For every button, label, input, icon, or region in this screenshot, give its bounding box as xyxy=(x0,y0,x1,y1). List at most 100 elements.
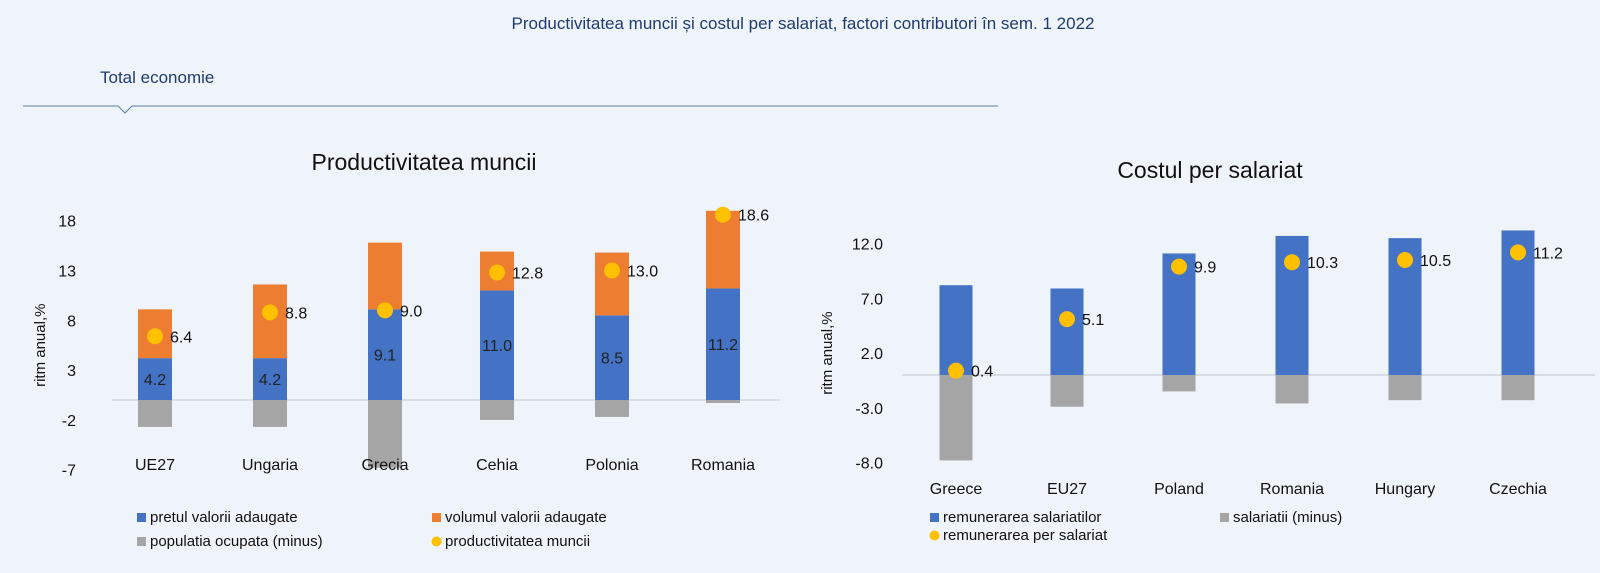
point-data-label: 13.0 xyxy=(627,264,658,281)
data-point xyxy=(1171,258,1187,275)
y-tick-label: 7.0 xyxy=(861,291,883,308)
y-axis-label: ritm anual,% xyxy=(32,304,49,387)
legend-label: remunerarea salariatilor xyxy=(943,509,1101,526)
point-data-label: 0.4 xyxy=(971,364,993,381)
bar-gray xyxy=(939,375,973,461)
y-tick-label: 18 xyxy=(58,214,76,231)
x-tick-label: EU27 xyxy=(1047,481,1087,498)
bar-data-label: 4.2 xyxy=(144,372,166,389)
legend-label: productivitatea muncii xyxy=(445,533,590,550)
y-tick-label: -3.0 xyxy=(855,401,883,418)
y-tick-label: -2 xyxy=(62,413,76,430)
bar-blue xyxy=(368,309,402,400)
bar-gray xyxy=(1501,375,1535,401)
point-data-label: 6.4 xyxy=(170,329,192,346)
tab-total-economie[interactable]: Total economie xyxy=(100,68,214,87)
chart-productivitate: 18 13 8 3 -2 -7 ritm anual,% 4.2 6.4 UE27 4.2 8.8 Un… xyxy=(32,206,780,550)
point-data-label: 10.3 xyxy=(1307,255,1338,272)
data-point xyxy=(1510,244,1526,261)
bar-data-label: 11.0 xyxy=(482,338,512,355)
chart-title-productivitate: Productivitatea muncii xyxy=(312,149,537,175)
bar-data-label: 9.1 xyxy=(374,348,396,365)
bar-blue xyxy=(1050,288,1084,375)
bar-orange xyxy=(706,210,740,289)
bar-blue xyxy=(480,290,514,400)
data-point xyxy=(262,304,278,321)
data-point xyxy=(147,328,163,345)
bar-orange xyxy=(595,252,629,316)
bar-gray xyxy=(368,400,402,468)
y-tick-label: -7 xyxy=(62,463,76,480)
x-tick-label: Grecia xyxy=(361,457,408,474)
legend-swatch-yellow xyxy=(929,530,940,541)
y-tick-label: 13 xyxy=(58,264,76,281)
x-tick-label: Romania xyxy=(691,457,755,474)
bar-gray xyxy=(595,400,629,417)
x-tick-label: Czechia xyxy=(1489,481,1547,498)
legend-label: salariatii (minus) xyxy=(1233,509,1342,526)
x-tick-label: UE27 xyxy=(135,457,175,474)
point-data-label: 5.1 xyxy=(1082,312,1104,329)
data-point xyxy=(1397,252,1413,269)
point-data-label: 10.5 xyxy=(1420,253,1451,270)
bar-data-label: 4.2 xyxy=(259,372,281,389)
x-tick-label: Hungary xyxy=(1375,481,1435,498)
y-axis-label: ritm anual,% xyxy=(819,311,836,394)
x-tick-label: Romania xyxy=(1260,481,1324,498)
x-tick-label: Greece xyxy=(930,481,983,498)
y-tick-label: 2.0 xyxy=(861,346,883,363)
x-tick-label: Poland xyxy=(1154,481,1204,498)
bar-gray xyxy=(1275,375,1309,404)
bar-blue xyxy=(939,285,973,375)
bar-gray xyxy=(1050,375,1084,407)
page-title: Productivitatea muncii și costul per sal… xyxy=(512,14,1095,33)
legend-swatch-blue xyxy=(137,513,146,522)
data-point xyxy=(1284,254,1300,271)
point-data-label: 12.8 xyxy=(512,266,543,283)
x-tick-label: Ungaria xyxy=(242,457,298,474)
point-data-label: 18.6 xyxy=(738,208,769,225)
bar-gray xyxy=(138,400,172,427)
data-point xyxy=(1059,311,1075,328)
bar-gray xyxy=(706,400,740,403)
point-data-label: 9.0 xyxy=(400,303,422,320)
bar-blue xyxy=(138,358,172,400)
bar-data-label: 11.2 xyxy=(708,337,738,354)
legend-swatch-gray xyxy=(1220,513,1229,522)
bar-gray xyxy=(480,400,514,420)
tab-underline xyxy=(23,105,998,114)
legend-swatch-yellow xyxy=(431,536,442,547)
y-tick-label: 8 xyxy=(67,313,76,330)
legend-swatch-blue xyxy=(930,513,939,522)
data-point xyxy=(948,362,964,379)
legend-label: remunerarea per salariat xyxy=(943,527,1108,544)
legend-label: pretul valorii adaugate xyxy=(150,509,298,526)
bar-gray xyxy=(253,400,287,427)
legend-label: populatia ocupata (minus) xyxy=(150,533,323,550)
data-point xyxy=(377,302,393,319)
data-point xyxy=(604,262,620,279)
x-tick-label: Polonia xyxy=(585,457,638,474)
legend-swatch-gray xyxy=(137,537,146,546)
bar-data-label: 8.5 xyxy=(601,351,623,368)
bar-blue xyxy=(253,358,287,400)
y-tick-label: -8.0 xyxy=(855,456,883,473)
data-point xyxy=(489,264,505,281)
bar-gray xyxy=(1162,375,1196,392)
x-tick-label: Cehia xyxy=(476,457,518,474)
bar-orange xyxy=(368,242,402,310)
bar-blue xyxy=(706,288,740,400)
point-data-label: 9.9 xyxy=(1194,260,1216,277)
y-tick-label: 3 xyxy=(67,363,76,380)
bar-orange xyxy=(253,284,287,359)
chart-cost: 12.0 7.0 2.0 -3.0 -8.0 ritm anual,% 0.4 Greece 5… xyxy=(819,230,1595,544)
legend-swatch-orange xyxy=(432,513,441,522)
data-point xyxy=(715,206,731,223)
bar-gray xyxy=(1388,375,1422,401)
bar-blue xyxy=(595,315,629,400)
y-tick-label: 12.0 xyxy=(852,237,883,254)
legend-label: volumul valorii adaugate xyxy=(445,509,607,526)
point-data-label: 8.8 xyxy=(285,305,307,322)
